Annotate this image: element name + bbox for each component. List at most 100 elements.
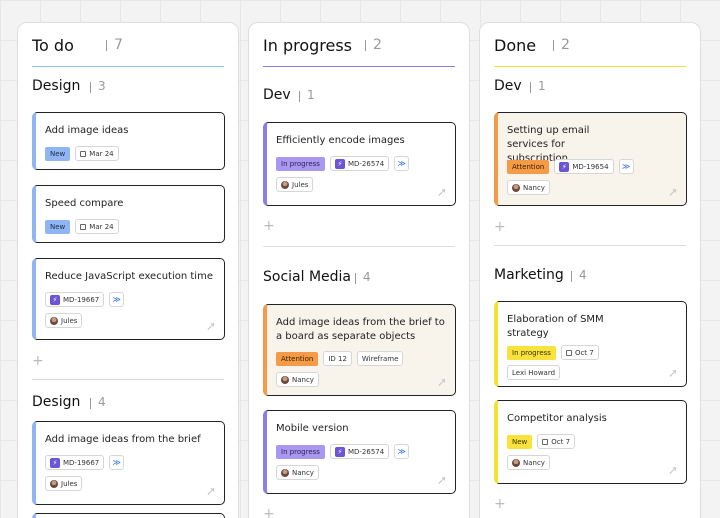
task-card[interactable]: Add image ideas from the brief ⚡ MD-1966… bbox=[32, 421, 225, 505]
issue-chip[interactable]: ⚡ MD-19654 bbox=[554, 159, 614, 174]
group-title: Marketing bbox=[494, 267, 564, 283]
status-badge[interactable]: In progress bbox=[276, 156, 325, 171]
priority-chip[interactable]: ≫ bbox=[394, 444, 410, 459]
card-title: Efficiently encode images bbox=[276, 135, 405, 146]
avatar bbox=[281, 180, 289, 189]
issue-chip[interactable]: ⚡ MD-19667 bbox=[45, 292, 105, 307]
priority-chip[interactable]: ≫ bbox=[618, 159, 634, 174]
calendar-icon bbox=[542, 438, 549, 445]
move-arrow-icon[interactable]: ➚ bbox=[436, 375, 447, 389]
assignee-chip[interactable]: Jules bbox=[45, 476, 83, 491]
move-arrow-icon[interactable]: ➚ bbox=[667, 463, 678, 477]
add-card-button[interactable]: + bbox=[494, 496, 506, 512]
priority-chevrons-icon: ≫ bbox=[397, 446, 406, 456]
add-card-button[interactable]: + bbox=[263, 218, 275, 234]
assignee-chip[interactable]: Nancy bbox=[276, 465, 319, 480]
column-todo: To do 7 Design 3 Add image ideas New Mar… bbox=[17, 22, 239, 518]
status-badge[interactable]: Attention bbox=[276, 351, 319, 366]
tag-chip[interactable]: Wireframe bbox=[356, 351, 404, 366]
group-title: Social Media bbox=[263, 269, 352, 285]
task-card[interactable]: Setting up email services for subscripti… bbox=[494, 112, 687, 206]
avatar bbox=[50, 479, 58, 488]
task-card-partial[interactable] bbox=[32, 513, 225, 518]
move-arrow-icon[interactable]: ➚ bbox=[205, 319, 216, 333]
column-title: In progress bbox=[263, 36, 353, 55]
task-card[interactable]: Mobile version In progress ⚡ MD-26574 ≫ … bbox=[263, 410, 456, 494]
card-title: Reduce JavaScript execution time bbox=[45, 271, 213, 282]
card-title: Competitor analysis bbox=[507, 413, 607, 424]
task-card[interactable]: Speed compare New Mar 24 bbox=[32, 185, 225, 243]
due-date-chip[interactable]: Mar 24 bbox=[75, 146, 119, 161]
card-title: Setting up email services for subscripti… bbox=[507, 125, 590, 164]
group-count: 1 bbox=[530, 79, 546, 93]
group-title: Dev bbox=[263, 87, 291, 103]
assignee-chip[interactable]: Nancy bbox=[507, 455, 550, 470]
avatar bbox=[281, 468, 289, 477]
assignee-chip[interactable]: Jules bbox=[276, 177, 314, 192]
assignee-chip[interactable]: Jules bbox=[45, 313, 83, 328]
task-card[interactable]: Reduce JavaScript execution time ⚡ MD-19… bbox=[32, 258, 225, 340]
column-done: Done 2 Dev 1 Setting up email services f… bbox=[479, 22, 701, 518]
id-chip[interactable]: ID 12 bbox=[323, 351, 352, 366]
avatar bbox=[512, 183, 520, 192]
assignee-chip[interactable]: Lexi Howard bbox=[507, 365, 561, 380]
calendar-icon bbox=[80, 223, 87, 230]
group-title: Dev bbox=[494, 78, 522, 94]
add-card-button[interactable]: + bbox=[494, 219, 506, 235]
issue-chip[interactable]: ⚡ MD-19667 bbox=[45, 455, 105, 470]
assignee-chip[interactable]: Nancy bbox=[507, 180, 550, 195]
group-count: 3 bbox=[90, 79, 106, 93]
column-count: 7 bbox=[106, 37, 123, 53]
card-title: Add image ideas from the brief to a boar… bbox=[276, 317, 445, 342]
priority-chevrons-icon: ≫ bbox=[112, 294, 121, 304]
status-badge[interactable]: New bbox=[45, 219, 71, 234]
column-in-progress: In progress 2 Dev 1 Efficiently encode i… bbox=[248, 22, 470, 518]
move-arrow-icon[interactable]: ➚ bbox=[667, 185, 678, 199]
status-badge[interactable]: In progress bbox=[276, 444, 325, 459]
move-arrow-icon[interactable]: ➚ bbox=[205, 484, 216, 498]
task-card[interactable]: Efficiently encode images In progress ⚡ … bbox=[263, 122, 456, 206]
group-divider bbox=[32, 379, 224, 380]
group-title: Design bbox=[32, 78, 81, 94]
jira-icon: ⚡ bbox=[334, 158, 345, 169]
task-card[interactable]: Competitor analysis New Oct 7 Nancy ➚ bbox=[494, 400, 687, 484]
group-count: 4 bbox=[571, 268, 587, 282]
status-badge[interactable]: New bbox=[45, 146, 71, 161]
task-card[interactable]: Add image ideas from the brief to a boar… bbox=[263, 304, 456, 396]
column-header: In progress 2 bbox=[263, 23, 455, 67]
column-count: 2 bbox=[365, 37, 382, 53]
priority-chip[interactable]: ≫ bbox=[394, 156, 410, 171]
issue-chip[interactable]: ⚡ MD-26574 bbox=[329, 444, 390, 459]
task-card[interactable]: Add image ideas New Mar 24 bbox=[32, 112, 225, 170]
column-title: To do bbox=[32, 36, 74, 55]
card-title: Add image ideas bbox=[45, 125, 129, 136]
calendar-icon bbox=[565, 349, 572, 356]
due-date-chip[interactable]: Oct 7 bbox=[537, 434, 576, 449]
column-count: 2 bbox=[553, 37, 570, 53]
move-arrow-icon[interactable]: ➚ bbox=[667, 366, 678, 380]
card-title: Speed compare bbox=[45, 198, 124, 209]
add-card-button[interactable]: + bbox=[263, 506, 275, 518]
priority-chip[interactable]: ≫ bbox=[109, 455, 125, 470]
group-count: 4 bbox=[90, 395, 106, 409]
assignee-chip[interactable]: Nancy bbox=[276, 372, 319, 387]
status-badge[interactable]: New bbox=[507, 434, 533, 449]
group-title: Design bbox=[32, 394, 81, 410]
status-badge[interactable]: Attention bbox=[507, 159, 550, 174]
move-arrow-icon[interactable]: ➚ bbox=[436, 473, 447, 487]
issue-chip[interactable]: ⚡ MD-26574 bbox=[329, 156, 390, 171]
group-divider bbox=[494, 245, 686, 246]
avatar bbox=[50, 316, 58, 325]
card-title: Add image ideas from the brief bbox=[45, 434, 201, 445]
due-date-chip[interactable]: Oct 7 bbox=[560, 345, 599, 360]
priority-chip[interactable]: ≫ bbox=[109, 292, 125, 307]
task-card[interactable]: Elaboration of SMM strategy In progress … bbox=[494, 301, 687, 387]
card-title: Mobile version bbox=[276, 423, 349, 434]
priority-chevrons-icon: ≫ bbox=[621, 161, 631, 171]
due-date-chip[interactable]: Mar 24 bbox=[75, 219, 119, 234]
move-arrow-icon[interactable]: ➚ bbox=[436, 185, 447, 199]
status-badge[interactable]: In progress bbox=[507, 345, 556, 360]
add-card-button[interactable]: + bbox=[32, 353, 44, 369]
avatar bbox=[512, 458, 520, 467]
column-title: Done bbox=[494, 36, 537, 55]
